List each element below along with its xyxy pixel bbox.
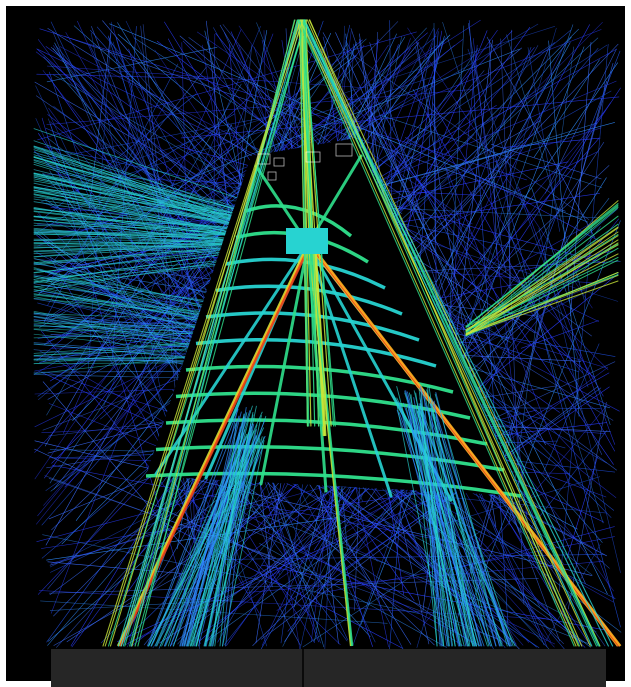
axial-map-canvas <box>6 6 625 681</box>
toolbar-divider <box>302 649 304 687</box>
viewport-frame <box>6 6 625 681</box>
central-plaza <box>286 228 328 254</box>
bottom-toolbar <box>51 649 606 687</box>
